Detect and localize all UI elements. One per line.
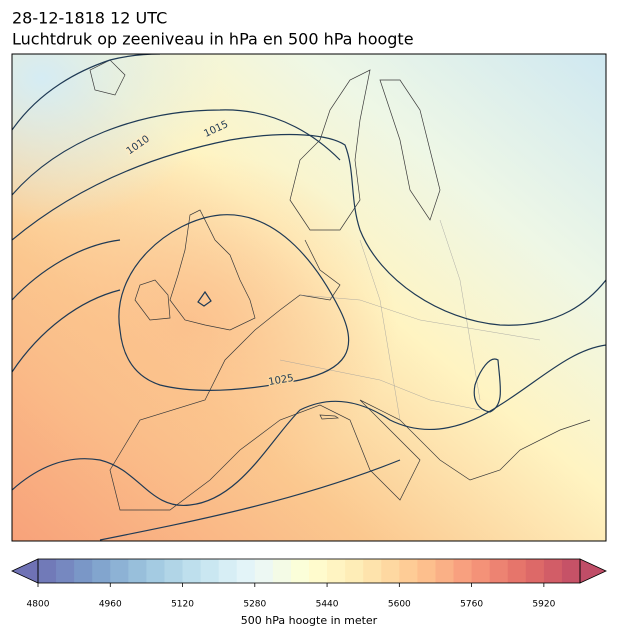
colorbar-label: 500 hPa hoogte in meter: [241, 614, 378, 627]
colorbar-segment: [110, 559, 129, 583]
colorbar-segment: [182, 559, 202, 583]
colorbar-segment: [525, 559, 545, 583]
colorbar-tick-label: 4800: [27, 600, 50, 610]
subtitle: Luchtdruk op zeeniveau in hPa en 500 hPa…: [12, 30, 414, 49]
colorbar-extend-high: [579, 558, 607, 584]
colorbar-segment: [381, 559, 400, 583]
colorbar: 4800 4960 5120 5280 5440 5600 5760 5920: [11, 558, 607, 610]
title: 28-12-1818 12 UTC: [12, 9, 167, 28]
colorbar-tick-label: 5440: [316, 600, 339, 610]
colorbar-segment: [543, 559, 563, 583]
isobars: [12, 54, 606, 541]
colorbar-segment: [38, 559, 57, 583]
colorbar-segment: [417, 559, 436, 583]
colorbar-segment: [56, 559, 75, 583]
colorbar-segment: [399, 559, 418, 583]
colorbar-segment: [92, 559, 111, 583]
colorbar-segment: [453, 559, 473, 583]
colorbar-tick-label: 5120: [171, 600, 194, 610]
field-cold: [12, 54, 606, 541]
colorbar-segment: [471, 559, 491, 583]
colorbar-segment: [74, 559, 93, 583]
colorbar-segment: [327, 559, 346, 583]
colorbar-tick-label: 5920: [532, 600, 555, 610]
colorbar-segment: [236, 559, 256, 583]
colorbar-tick-label: 5600: [388, 600, 411, 610]
colorbar-segment: [309, 559, 328, 583]
colorbar-segment: [146, 559, 165, 583]
colorbar-extend-low: [11, 558, 39, 584]
map: 1010 1015 1025: [12, 54, 606, 541]
colorbar-segment: [200, 559, 220, 583]
colorbar-segment: [290, 559, 310, 583]
borders: [279, 219, 541, 421]
colorbar-tick-label: 5760: [460, 600, 483, 610]
colorbar-segment: [345, 559, 364, 583]
colorbar-tick-label: 5280: [243, 600, 266, 610]
colorbar-segment: [435, 559, 455, 583]
colorbar-segment: [164, 559, 184, 583]
colorbar-segment: [272, 559, 292, 583]
colorbar-frame: [37, 558, 581, 584]
colorbar-segment: [561, 559, 581, 583]
colorbar-segment: [254, 559, 274, 583]
colorbar-segment: [363, 559, 382, 583]
map-frame: [11, 53, 607, 542]
colorbar-segment: [489, 559, 509, 583]
colorbar-segment: [507, 559, 527, 583]
colorbar-tick-label: 4960: [99, 600, 122, 610]
colorbar-segment: [128, 559, 147, 583]
colorbar-segment: [218, 559, 238, 583]
